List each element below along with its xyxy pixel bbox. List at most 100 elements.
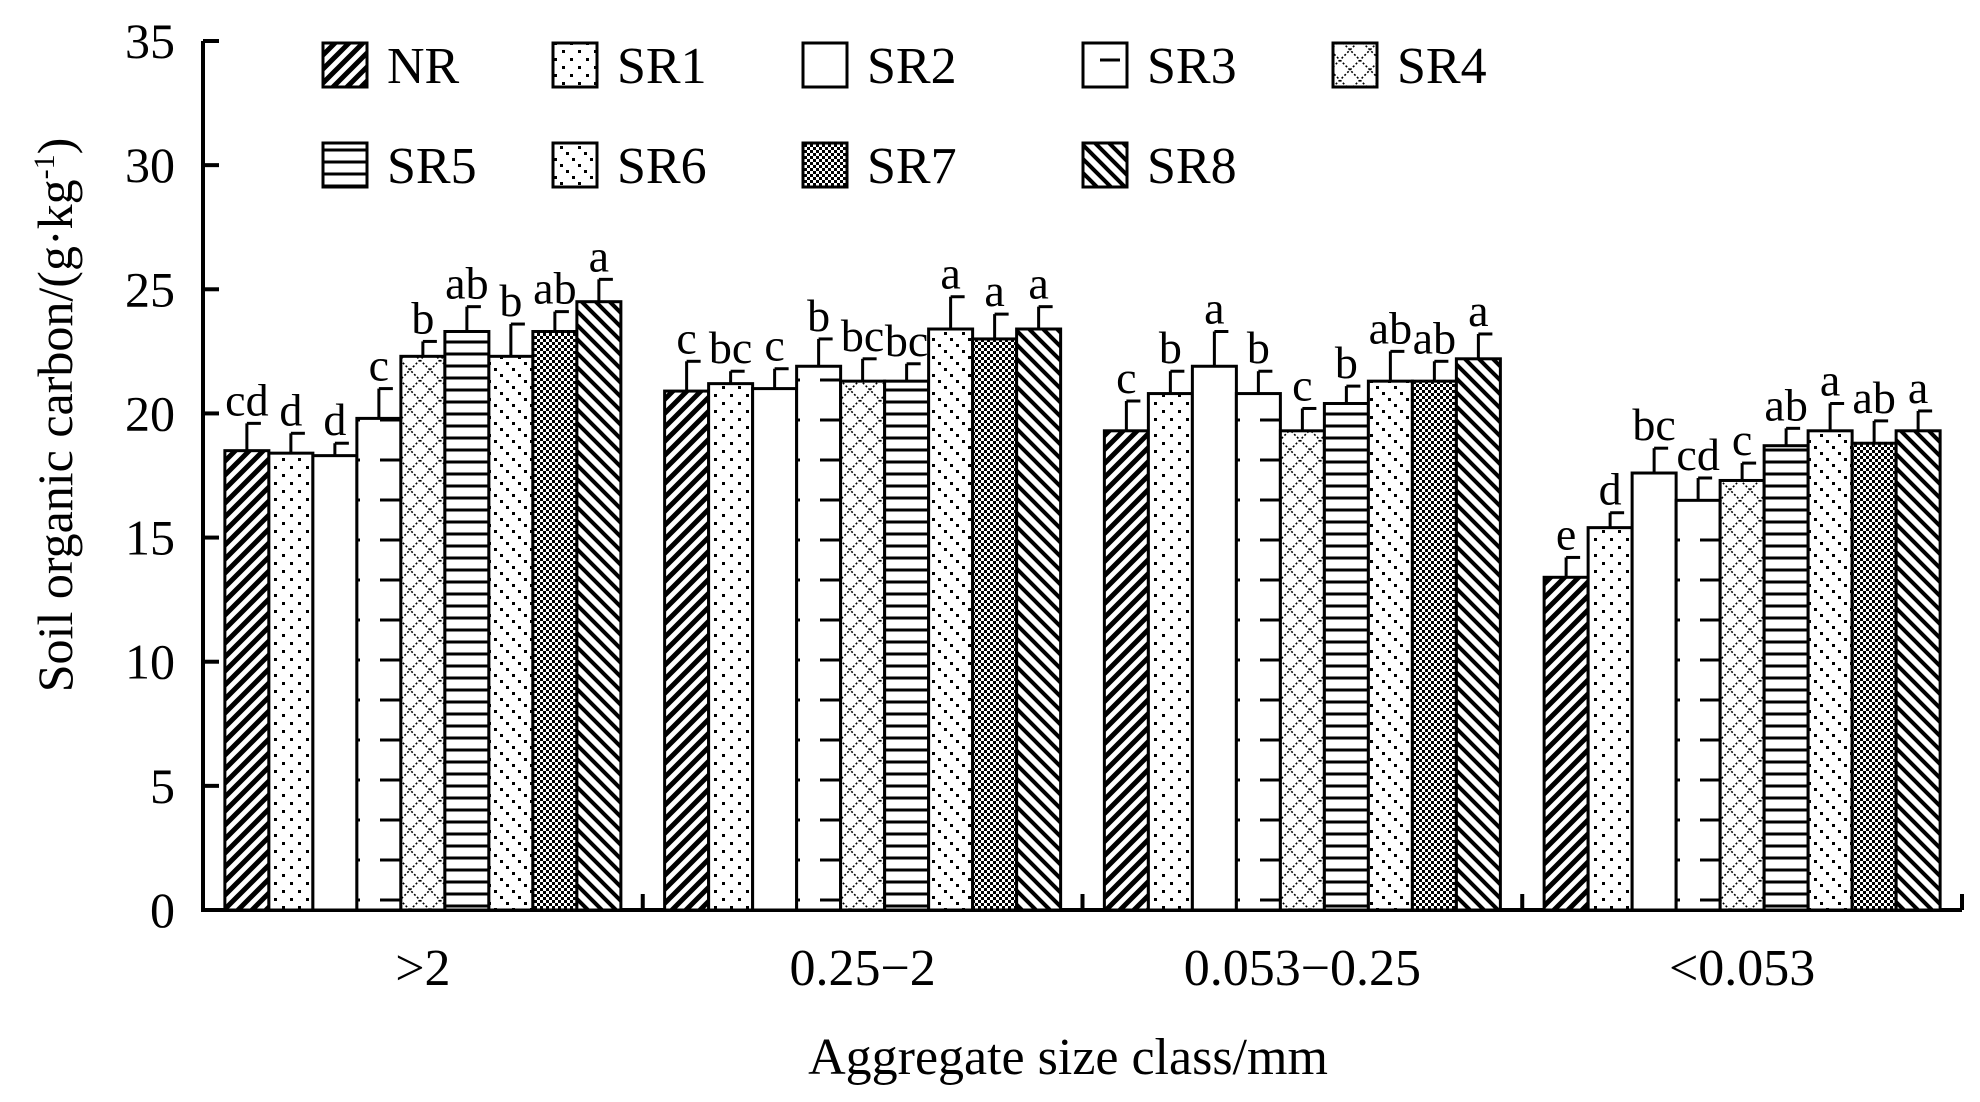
legend-label: SR1: [617, 38, 707, 95]
significance-letter: bc: [1632, 399, 1675, 450]
bar: [1850, 441, 1898, 912]
bar: [487, 354, 535, 912]
bar: [267, 451, 315, 912]
x-tick-label: <0.053: [1669, 940, 1815, 997]
bar: [1762, 444, 1810, 912]
bar: [971, 337, 1019, 912]
bar: [1806, 429, 1854, 912]
significance-letter: b: [499, 275, 522, 326]
significance-letter: a: [589, 230, 609, 281]
bar: [663, 389, 711, 912]
y-axis-title-main: Soil organic carbon/(g·kg: [27, 179, 83, 692]
y-tick-label: 15: [125, 510, 175, 566]
bar: [1015, 327, 1063, 912]
significance-letter: a: [1468, 285, 1488, 336]
bar: [443, 329, 491, 912]
legend-label: SR4: [1397, 38, 1487, 95]
significance-letter: b: [1247, 322, 1270, 373]
significance-letter: b: [411, 292, 434, 343]
significance-letter: ab: [1852, 372, 1895, 423]
significance-letter: ab: [1369, 302, 1412, 353]
legend-swatch: [1081, 141, 1129, 189]
bar: [1410, 379, 1458, 912]
legend-swatch: [1331, 41, 1379, 89]
bar: [751, 387, 799, 912]
significance-letter: b: [1159, 322, 1182, 373]
legend-swatch: [321, 141, 369, 189]
significance-letter: ab: [445, 258, 488, 309]
y-tick-label: 30: [125, 137, 175, 193]
axes: 0 5 10 15 20 25 30 35 >2 0.25−2 0.053−0.25 <0.053: [125, 13, 1964, 997]
bar: [223, 449, 271, 912]
significance-letter: c: [1732, 414, 1752, 465]
significance-letter: a: [1204, 282, 1224, 333]
bar: [399, 354, 447, 912]
significance-letter: c: [369, 340, 389, 391]
significance-letter: a: [940, 248, 960, 299]
legend: NR SR1 SR2 SR3 SR4 SR5 SR6 SR7 SR8: [321, 38, 1487, 195]
x-axis-title: Aggregate size class/mm: [808, 1029, 1328, 1086]
bar: [795, 364, 843, 912]
legend-swatch: [551, 41, 599, 89]
significance-letter: d: [323, 394, 346, 445]
bar: [1454, 357, 1502, 912]
significance-letter: c: [676, 312, 696, 363]
legend-swatch: [801, 41, 849, 89]
y-axis-title: Soil organic carbon/(g·kg-1): [27, 138, 83, 693]
y-axis-title-close: ): [27, 138, 83, 155]
legend-swatch: [551, 141, 599, 189]
significance-letter: a: [1028, 258, 1048, 309]
bar: [575, 300, 623, 912]
x-tick-label: 0.053−0.25: [1184, 940, 1421, 997]
y-tick-label: 10: [125, 634, 175, 690]
significance-letter: bc: [709, 322, 752, 373]
significance-letter: a: [1820, 354, 1840, 405]
bar: [1146, 392, 1194, 912]
bar: [355, 416, 403, 912]
bar: [839, 379, 887, 912]
legend-label: SR5: [387, 138, 477, 195]
bar: [1234, 392, 1282, 912]
legend-label: SR3: [1147, 38, 1237, 95]
significance-letter: e: [1556, 508, 1576, 559]
bar: [1674, 498, 1722, 912]
bar: [1630, 471, 1678, 912]
y-tick-label: 35: [125, 13, 175, 69]
significance-letter: a: [1908, 362, 1928, 413]
significance-letter: c: [1116, 352, 1136, 403]
bar: [1894, 429, 1942, 912]
bar: [531, 329, 579, 912]
bar: [1278, 429, 1326, 912]
legend-label: SR6: [617, 138, 707, 195]
bar: [1102, 429, 1150, 912]
bar: [883, 379, 931, 912]
y-tick-label: 5: [150, 758, 175, 814]
significance-letter: d: [1599, 464, 1622, 515]
bar: [1586, 526, 1634, 912]
significance-letter: ab: [1413, 312, 1456, 363]
legend-label: NR: [387, 38, 460, 95]
legend-swatch: [801, 141, 849, 189]
bar: [311, 454, 359, 912]
significance-letter: d: [279, 384, 302, 435]
y-axis-title-superscript: -1: [28, 154, 61, 179]
bar: [1542, 575, 1590, 912]
bar: [1190, 364, 1238, 912]
bar: [1322, 401, 1370, 912]
significance-letter: bc: [885, 315, 928, 366]
significance-letter: ab: [533, 263, 576, 314]
significance-letter: cd: [1676, 429, 1719, 480]
y-tick-label: 20: [125, 385, 175, 441]
significance-letter: a: [984, 265, 1004, 316]
y-tick-label: 0: [150, 882, 175, 938]
legend-swatch: [321, 41, 369, 89]
significance-letter: c: [1292, 359, 1312, 410]
bar: [927, 327, 975, 912]
significance-letter: cd: [225, 374, 268, 425]
bar: [707, 382, 755, 912]
significance-letter: c: [764, 320, 784, 371]
x-tick-label: >2: [395, 940, 450, 997]
